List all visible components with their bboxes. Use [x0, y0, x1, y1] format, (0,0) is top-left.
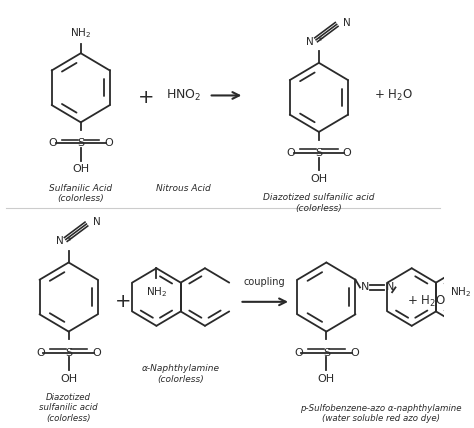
Text: O: O [350, 348, 359, 358]
Text: + H$_2$O: + H$_2$O [407, 294, 446, 309]
Text: NH$_2$: NH$_2$ [70, 26, 91, 40]
Text: OH: OH [310, 174, 328, 184]
Text: O: O [104, 138, 113, 149]
Text: O: O [36, 348, 45, 358]
Text: OH: OH [72, 164, 89, 174]
Text: O: O [343, 148, 351, 158]
Text: N: N [307, 37, 314, 47]
Text: α-Naphthylamine
(colorless): α-Naphthylamine (colorless) [142, 364, 219, 383]
Text: + H$_2$O: + H$_2$O [374, 88, 413, 103]
Text: +: + [115, 292, 131, 311]
Text: Nitrous Acid: Nitrous Acid [156, 184, 211, 193]
Text: +: + [317, 36, 323, 42]
Text: O: O [286, 148, 295, 158]
Text: NH$_2$: NH$_2$ [450, 285, 471, 299]
Text: Sulfanilic Acid
(colorless): Sulfanilic Acid (colorless) [49, 184, 112, 203]
Text: HNO$_2$: HNO$_2$ [166, 88, 201, 103]
Text: Diazotized sulfanilic acid
(colorless): Diazotized sulfanilic acid (colorless) [263, 193, 374, 213]
Text: p-Sulfobenzene-azo α-naphthylamine
(water soluble red azo dye): p-Sulfobenzene-azo α-naphthylamine (wate… [301, 404, 462, 423]
Text: OH: OH [318, 374, 335, 383]
Text: N: N [386, 282, 394, 292]
Text: coupling: coupling [244, 277, 285, 288]
Text: O: O [48, 138, 57, 149]
Text: N: N [343, 18, 351, 27]
Text: S: S [77, 138, 84, 149]
Text: Diazotized
sulfanilic acid
(colorless): Diazotized sulfanilic acid (colorless) [39, 393, 98, 423]
Text: +: + [138, 88, 155, 107]
Text: +: + [67, 235, 73, 241]
Text: S: S [315, 148, 322, 158]
Text: N: N [56, 236, 64, 247]
Text: S: S [65, 348, 72, 358]
Text: N: N [360, 282, 369, 292]
Text: N: N [93, 217, 100, 227]
Text: O: O [92, 348, 101, 358]
Text: NH$_2$: NH$_2$ [146, 285, 167, 299]
Text: S: S [323, 348, 330, 358]
Text: O: O [294, 348, 303, 358]
Text: OH: OH [60, 374, 77, 383]
